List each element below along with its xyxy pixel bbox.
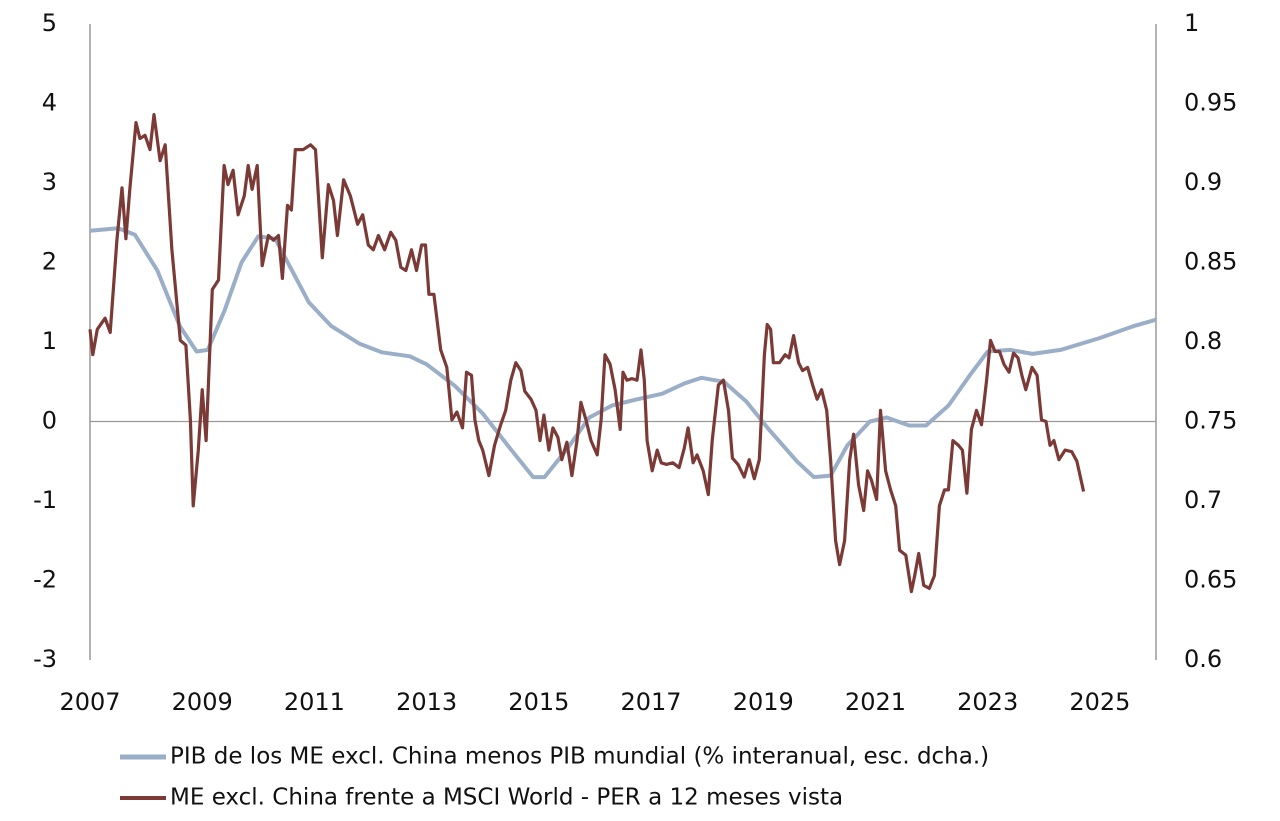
series-line	[88, 112, 1086, 594]
y2-tick-label: 0.7	[1184, 486, 1222, 514]
legend-label: ME excl. China frente a MSCI World - PER…	[170, 785, 843, 811]
y2-tick-label: 0.6	[1184, 645, 1222, 673]
y2-tick-label: 0.65	[1184, 566, 1237, 594]
x-tick-label: 2011	[284, 688, 345, 716]
x-tick-label: 2023	[957, 688, 1018, 716]
x-tick-label: 2015	[508, 688, 569, 716]
y2-tick-label: 0.95	[1184, 89, 1237, 117]
y-tick-label: 4	[42, 89, 57, 117]
y-tick-label: 1	[42, 327, 57, 355]
y2-tick-label: 1	[1184, 9, 1199, 37]
x-tick-label: 2013	[396, 688, 457, 716]
x-tick-label: 2019	[733, 688, 794, 716]
x-tick-label: 2007	[59, 688, 120, 716]
y2-tick-label: 0.8	[1184, 327, 1222, 355]
y-tick-label: 0	[42, 407, 57, 435]
x-tick-label: 2025	[1069, 688, 1130, 716]
y-tick-label: 3	[42, 168, 57, 196]
x-tick-label: 2017	[621, 688, 682, 716]
x-tick-label: 2009	[172, 688, 233, 716]
y2-tick-label: 0.75	[1184, 407, 1237, 435]
x-tick-label: 2021	[845, 688, 906, 716]
y-tick-label: 5	[42, 9, 57, 37]
legend-label: PIB de los ME excl. China menos PIB mund…	[170, 744, 989, 770]
y2-tick-label: 0.9	[1184, 168, 1222, 196]
y2-tick-label: 0.85	[1184, 248, 1237, 276]
y-tick-label: 2	[42, 248, 57, 276]
y-tick-label: -1	[33, 486, 57, 514]
y-tick-label: -3	[33, 645, 57, 673]
y-tick-label: -2	[33, 566, 57, 594]
